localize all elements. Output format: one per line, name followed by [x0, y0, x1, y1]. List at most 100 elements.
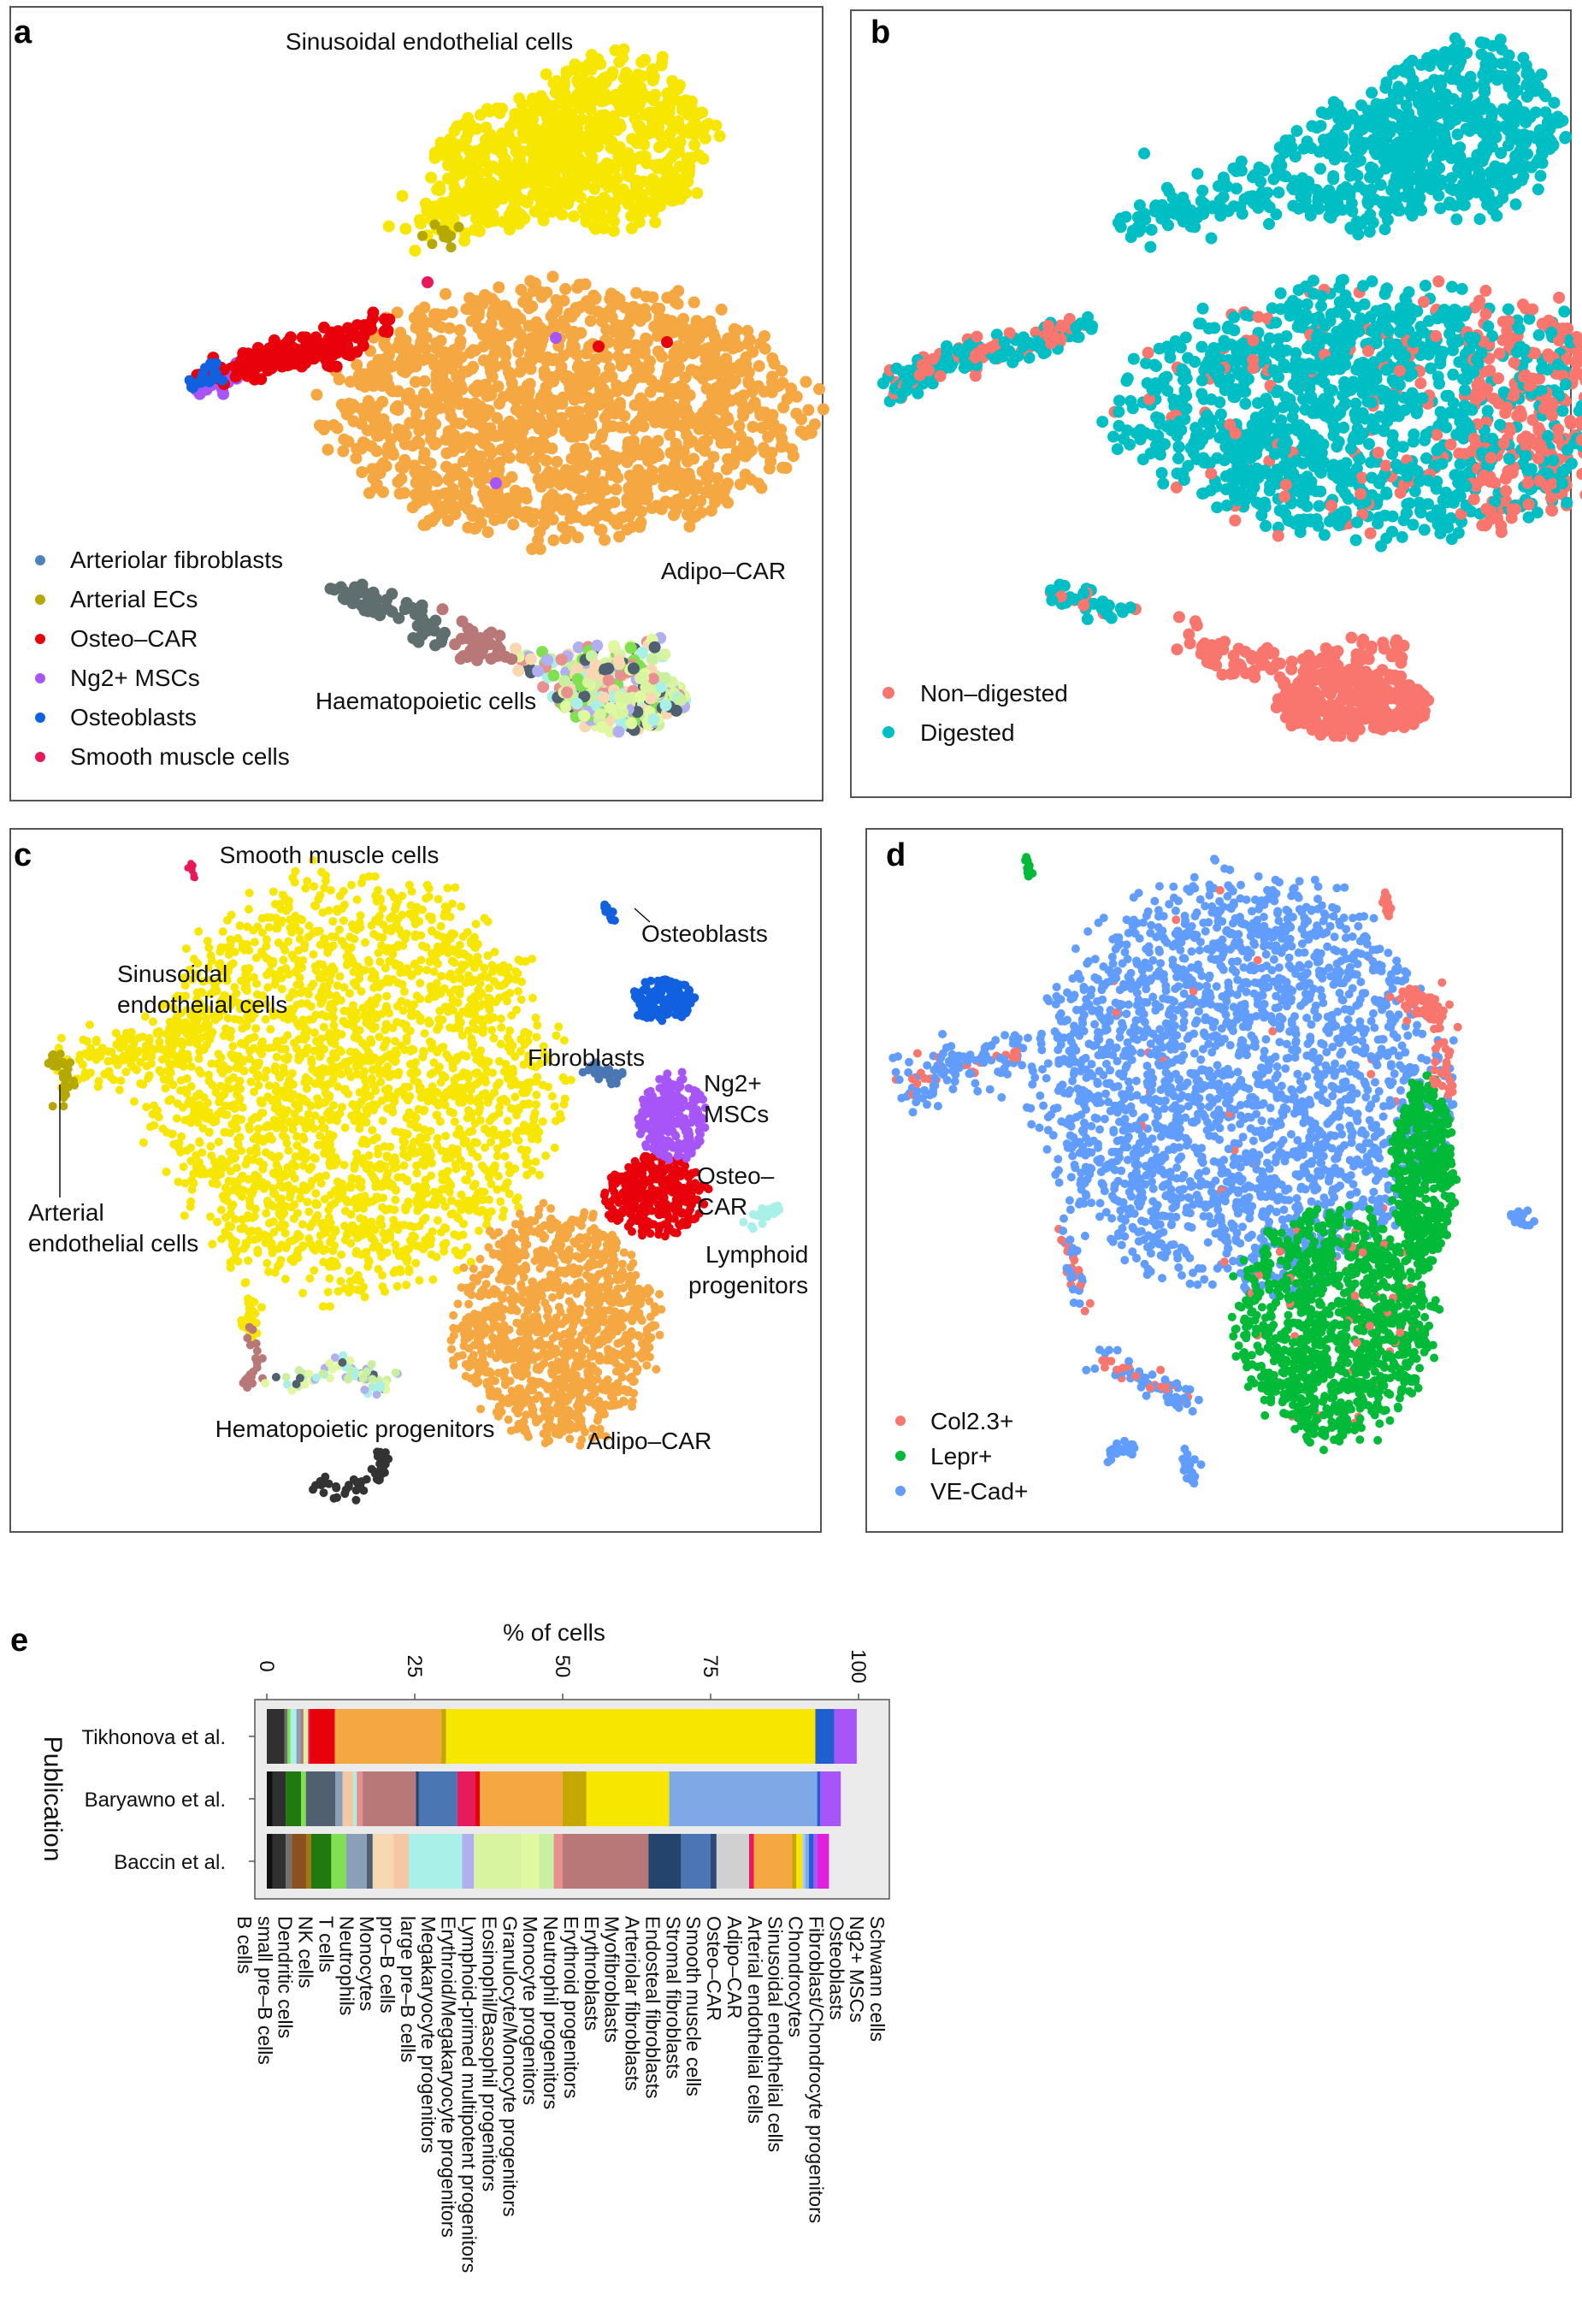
haem-point [455, 632, 468, 645]
sinusoidal-point [666, 87, 679, 100]
cell-point [1432, 275, 1445, 287]
adipo-car-point [395, 472, 408, 485]
digested-point [1539, 90, 1552, 103]
legend-label: Osteoblasts [70, 704, 197, 730]
sinusoidal-point [542, 194, 555, 206]
haem-point [645, 692, 657, 705]
digested-point [1504, 60, 1517, 73]
sinusoidal-point [586, 76, 599, 89]
cell-point [1423, 315, 1435, 328]
adipo-car-point [493, 464, 505, 476]
sinusoidal-point [605, 142, 618, 155]
adipo-car-point [413, 342, 426, 354]
osteoblast-point [199, 363, 210, 374]
adipo-car-point [469, 344, 481, 357]
sinusoidal-point [598, 222, 611, 234]
streak-point [364, 316, 377, 329]
adipo-car-point [672, 285, 685, 298]
digested-point [1515, 174, 1528, 186]
sinusoidal-point [664, 189, 676, 202]
adipo-car-point [722, 413, 735, 426]
adipo-car-point [605, 469, 617, 482]
cell-point [1502, 303, 1514, 316]
adipo-car-point [705, 399, 717, 411]
cell-point [1521, 476, 1534, 489]
adipo-car-point [630, 287, 643, 299]
cell-point [1372, 517, 1384, 529]
adipo-car-point [706, 484, 719, 497]
adipo-car-point [354, 378, 367, 391]
adipo-car-point [581, 392, 594, 404]
digested-point [1273, 154, 1286, 167]
sinusoidal-point [455, 160, 468, 173]
digested-point [1493, 179, 1506, 192]
fibroblast-point [409, 608, 422, 621]
sinusoidal-point [583, 115, 596, 127]
cell-point [1479, 519, 1491, 532]
adipo-car-point [533, 412, 546, 425]
digested-point [1315, 106, 1328, 119]
adipo-car-point [417, 452, 430, 465]
adipo-car-point [546, 270, 559, 283]
adipo-car-point [753, 477, 764, 490]
adipo-car-point [409, 376, 422, 388]
sinusoidal-point [545, 151, 558, 163]
cell-point [1313, 500, 1325, 512]
digested-point [1354, 154, 1367, 167]
cell-point [1481, 405, 1494, 417]
adipo-car-point [808, 418, 821, 431]
osteo-car-point [344, 349, 357, 362]
digested-point [1356, 123, 1369, 136]
adipo-car-point [399, 366, 412, 379]
haem-point [512, 665, 525, 677]
sinusoidal-point [590, 205, 603, 218]
sinusoidal-point [409, 245, 422, 257]
osteoblast-point [187, 382, 198, 393]
digested-point [1559, 132, 1572, 145]
cell-point [1348, 430, 1361, 443]
sinusoidal-point [604, 197, 617, 210]
digested-point [1270, 208, 1283, 221]
digested-point [1272, 186, 1285, 198]
digested-point [1235, 164, 1248, 177]
digested-point [1144, 240, 1157, 253]
digested-point [1479, 37, 1491, 50]
digested-point [1506, 163, 1518, 176]
sinusoidal-point [601, 180, 614, 192]
sinusoidal-point [639, 53, 652, 66]
adipo-car-point [766, 379, 779, 392]
sinusoidal-point [535, 104, 548, 117]
digested-point [1134, 214, 1147, 226]
cell-point [1315, 446, 1328, 459]
adipo-car-point [515, 451, 528, 464]
cell-point [1565, 458, 1578, 470]
digested-point [1336, 115, 1349, 127]
sinusoidal-point [568, 210, 580, 222]
adipo-car-point [781, 393, 794, 405]
adipo-car-point [756, 422, 768, 434]
digested-point [1522, 67, 1535, 80]
adipo-car-point [766, 409, 779, 422]
adipo-car-point [777, 440, 790, 452]
sinusoidal-point [546, 119, 558, 132]
cell-point [1111, 443, 1124, 456]
adipo-car-point [469, 294, 482, 307]
digested-point [1520, 91, 1533, 103]
adipo-car-point [573, 454, 586, 467]
haem-point [648, 641, 661, 653]
adipo-car-point [474, 400, 487, 412]
haem-point [436, 603, 449, 616]
streak-point [268, 334, 280, 346]
sinusoidal-point [588, 182, 601, 195]
adipo-car-point [404, 417, 416, 429]
adipo-car-point [519, 414, 532, 427]
adipo-car-point [558, 468, 570, 481]
adipo-car-point [658, 480, 670, 493]
cell-point [1351, 516, 1363, 529]
adipo-car-point [559, 532, 572, 545]
sinusoidal-point [548, 77, 561, 90]
sinusoidal-point [565, 139, 577, 152]
sinusoidal-point [592, 53, 605, 65]
sinusoidal-point [449, 148, 462, 161]
adipo-car-point [431, 392, 444, 405]
